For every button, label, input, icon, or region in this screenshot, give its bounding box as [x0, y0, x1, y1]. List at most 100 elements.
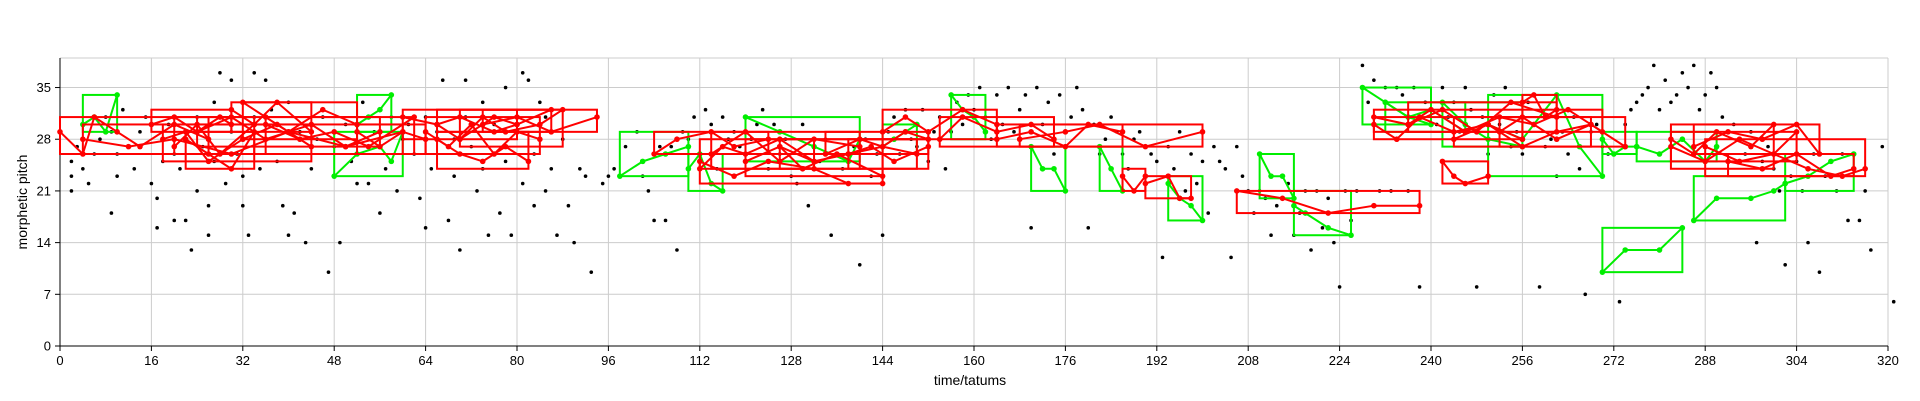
red-pattern-point: [1165, 173, 1172, 179]
green-pattern-point: [639, 158, 646, 165]
grid: [59, 57, 1889, 347]
red-pattern: [1519, 92, 1560, 120]
red-pattern-point: [1531, 92, 1537, 98]
red-bounding-box: [1018, 123, 1204, 148]
x-tick-label: 240: [1420, 353, 1442, 368]
green-pattern: [1599, 130, 1640, 157]
red-pattern-point: [1119, 129, 1126, 135]
x-tick-label: 192: [1146, 353, 1168, 368]
note-point: [526, 78, 531, 82]
red-pattern-point: [925, 129, 932, 135]
note-point: [1052, 152, 1056, 156]
red-pattern-point: [251, 121, 258, 128]
note-point: [212, 100, 217, 105]
red-pattern-point: [308, 129, 315, 135]
note-point: [1697, 107, 1702, 112]
red-pattern-point: [1828, 173, 1834, 179]
axes: 0 16 32 48 64 80 96 112 128 144 160 176 192 208 224 240…: [37, 58, 1899, 368]
red-pattern-point: [1119, 173, 1126, 179]
green-pattern-point: [1291, 202, 1297, 209]
red-pattern-line: [1521, 93, 1558, 119]
red-pattern-point: [674, 136, 680, 143]
note-point: [155, 226, 159, 230]
red-pattern: [1439, 158, 1491, 187]
red-pattern: [1725, 151, 1857, 179]
note-point: [1309, 248, 1313, 252]
red-pattern-point: [868, 143, 874, 150]
x-tick-label: 48: [327, 353, 341, 368]
note-point: [195, 189, 199, 193]
note-point: [1891, 299, 1896, 304]
x-tick-label: 224: [1329, 353, 1351, 368]
note-point: [1537, 285, 1542, 289]
red-pattern-point: [994, 136, 1000, 143]
red-bounding-box: [481, 108, 598, 133]
red-pattern-point: [1553, 106, 1560, 113]
red-pattern-point: [959, 106, 966, 113]
note-point: [520, 70, 525, 75]
note-point: [292, 211, 297, 215]
note-point: [1703, 93, 1707, 97]
red-pattern-point: [479, 158, 486, 165]
red-pattern: [1496, 114, 1629, 150]
green-pattern-point: [102, 129, 109, 135]
note-point: [1086, 226, 1091, 230]
y-tick-label: 28: [37, 132, 51, 147]
red-pattern-point: [731, 143, 737, 150]
green-pattern-point: [1382, 99, 1389, 106]
note-point: [155, 196, 159, 201]
note-point: [612, 166, 616, 171]
red-pattern-point: [1451, 173, 1457, 179]
red-pattern-point: [228, 106, 235, 113]
green-pattern: [1485, 92, 1606, 179]
red-pattern: [1233, 188, 1423, 216]
red-pattern-point: [479, 121, 486, 128]
note-point: [1035, 85, 1039, 90]
red-pattern-line: [1704, 145, 1866, 178]
y-tick-label: 35: [37, 80, 51, 95]
red-bounding-box: [436, 130, 530, 170]
x-tick-label: 64: [418, 353, 432, 368]
red-pattern-point: [1062, 129, 1069, 135]
note-point: [1629, 107, 1633, 112]
green-pattern-point: [1690, 217, 1697, 224]
green-pattern: [1599, 225, 1686, 275]
note-point: [572, 240, 576, 245]
note-point: [658, 144, 662, 149]
note-point: [81, 166, 85, 171]
red-pattern-point: [1805, 165, 1811, 172]
red-pattern-point: [1508, 99, 1514, 106]
red-pattern-point: [1142, 143, 1149, 150]
green-pattern-point: [331, 173, 338, 179]
note-point: [709, 122, 714, 127]
red-pattern-line: [1236, 189, 1420, 215]
note-point: [1274, 203, 1279, 208]
note-point: [977, 85, 982, 90]
green-pattern-point: [1268, 173, 1274, 179]
green-pattern: [685, 151, 726, 194]
red-pattern-point: [1371, 121, 1377, 128]
note-point: [760, 107, 765, 112]
note-point: [429, 166, 434, 171]
red-pattern-line: [436, 138, 529, 163]
note-point: [498, 211, 502, 215]
red-pattern-point: [160, 136, 166, 143]
green-pattern-point: [1051, 165, 1057, 172]
note-point: [703, 107, 708, 112]
red-pattern: [434, 130, 532, 170]
red-bounding-box: [184, 130, 256, 170]
green-pattern-point: [1348, 232, 1354, 239]
red-pattern-point: [1850, 165, 1857, 172]
note-point: [1360, 63, 1365, 68]
red-pattern-point: [1131, 188, 1137, 194]
red-pattern-point: [205, 151, 212, 157]
green-pattern-line: [1030, 146, 1067, 192]
red-pattern-point: [1405, 121, 1411, 128]
note-point: [606, 174, 611, 178]
note-point: [355, 181, 359, 186]
note-point: [1240, 174, 1245, 178]
note-point: [663, 218, 668, 223]
red-pattern-point: [1793, 129, 1800, 135]
note-point: [589, 270, 594, 274]
red-patterns: [57, 92, 1868, 216]
